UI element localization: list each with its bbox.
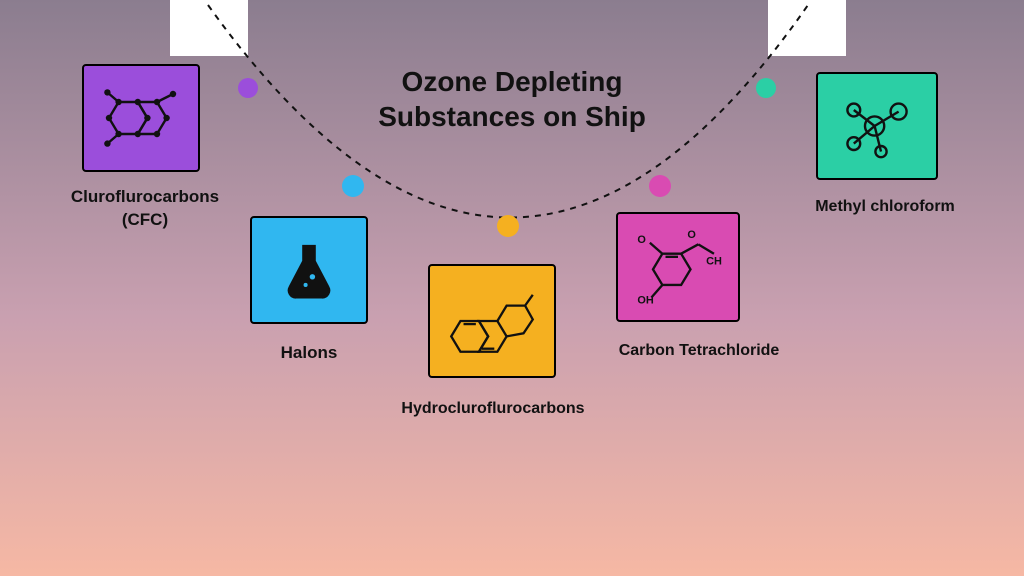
marker-dot-4 — [756, 78, 776, 98]
molecule-fused-icon — [93, 77, 189, 159]
molecule-rings-icon — [442, 281, 542, 361]
white-box-1 — [768, 0, 846, 56]
card-label-cfc: Cluroflurocarbons(CFC) — [50, 186, 240, 232]
card-mcf — [816, 72, 938, 180]
page-title: Ozone Depleting Substances on Ship — [378, 64, 646, 134]
white-box-0 — [170, 0, 248, 56]
card-hcfc — [428, 264, 556, 378]
card-halons — [250, 216, 368, 324]
card-label-hcfc: Hydrocluroflurocarbons — [388, 398, 598, 420]
svg-text:O: O — [687, 229, 696, 241]
marker-dot-0 — [238, 78, 258, 98]
title-line-2: Substances on Ship — [378, 99, 646, 134]
svg-text:CH: CH — [706, 256, 722, 268]
card-face — [816, 72, 938, 180]
molecule-branch-icon: O O CH OH — [631, 224, 725, 310]
card-face — [428, 264, 556, 378]
card-face — [82, 64, 200, 172]
flask-icon — [275, 236, 343, 304]
title-line-1: Ozone Depleting — [378, 64, 646, 99]
card-label-mcf: Methyl chloroform — [800, 196, 970, 218]
card-face — [250, 216, 368, 324]
svg-text:OH: OH — [637, 295, 654, 307]
marker-dot-3 — [649, 175, 671, 197]
marker-dot-1 — [342, 175, 364, 197]
molecule-simple-icon — [833, 86, 921, 166]
card-label-halons: Halons — [250, 342, 368, 365]
card-face: O O CH OH — [616, 212, 740, 322]
card-ctc: O O CH OH — [616, 212, 740, 322]
card-label-ctc: Carbon Tetrachloride — [608, 340, 790, 362]
svg-text:O: O — [637, 234, 646, 246]
marker-dot-2 — [497, 215, 519, 237]
card-cfc — [82, 64, 200, 172]
